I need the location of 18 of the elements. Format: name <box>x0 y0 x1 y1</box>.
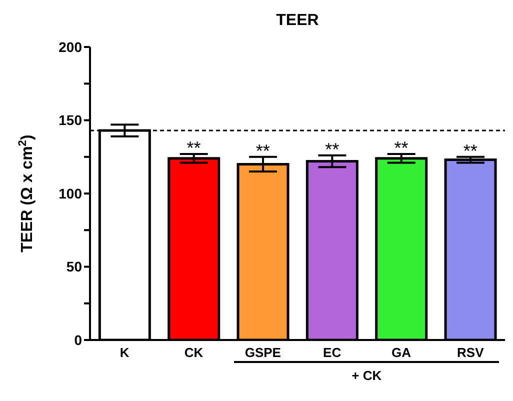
y-tick-label: 0 <box>74 332 82 348</box>
y-tick-label: 100 <box>58 185 82 202</box>
x-tick-label: CK <box>184 345 204 360</box>
x-tick-label: EC <box>323 345 342 360</box>
annotation: ** <box>394 138 408 158</box>
annotation: ** <box>256 140 270 161</box>
text: + CK <box>350 368 383 383</box>
x-tick-label: K <box>120 345 130 360</box>
chart-title: TEER <box>275 12 320 30</box>
y-tick-label: 50 <box>66 258 82 275</box>
y-tick-label: 200 <box>58 38 82 55</box>
y-tick-label: 150 <box>58 112 82 128</box>
x-tick-label: RSV <box>457 345 484 360</box>
x-tick-label: GSPE <box>244 345 282 360</box>
x-tick-label: GA <box>392 345 412 360</box>
annotation: ** <box>186 138 201 158</box>
annotation: ** <box>325 139 340 160</box>
annotation: ** <box>463 140 478 161</box>
